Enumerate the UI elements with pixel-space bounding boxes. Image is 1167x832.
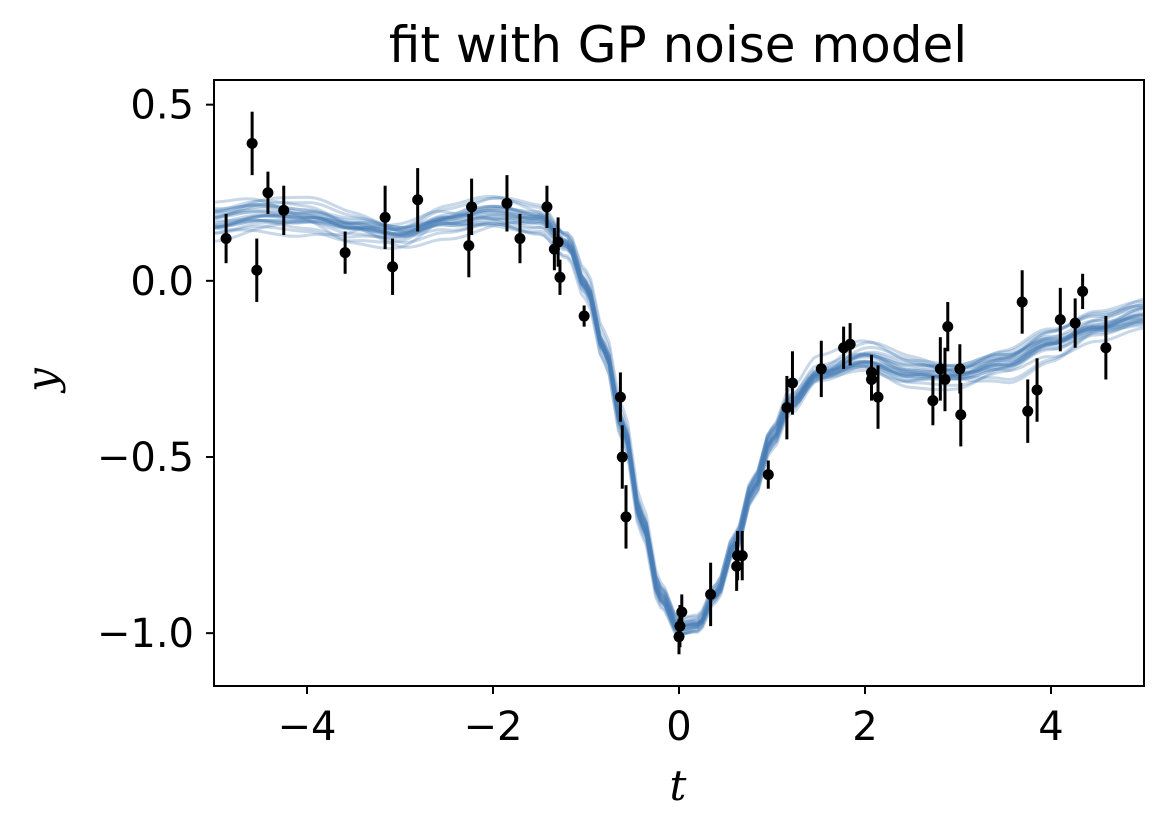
gp-sample-line <box>214 210 1144 620</box>
data-point <box>246 137 258 149</box>
data-point <box>934 363 946 375</box>
gp-sample-line <box>214 209 1144 620</box>
data-point <box>954 363 966 375</box>
gp-sample-line <box>214 195 1144 626</box>
x-tick-label: 2 <box>852 704 877 750</box>
gp-sample-line <box>214 201 1144 636</box>
data-point <box>1016 296 1028 308</box>
gp-sample-line <box>214 210 1144 637</box>
data-point <box>1031 384 1043 396</box>
data-point <box>1054 314 1066 326</box>
gp-sample-line <box>214 216 1144 629</box>
x-axis-label: t <box>670 761 687 810</box>
data-point <box>781 402 793 414</box>
data-point <box>939 373 951 385</box>
gp-sample-line <box>214 208 1144 630</box>
gp-sample-line <box>214 205 1144 633</box>
data-point <box>1069 317 1081 329</box>
y-tick-label: 0.5 <box>130 83 194 129</box>
gp-sample-line <box>214 204 1144 629</box>
data-point <box>466 201 478 213</box>
y-tick-label: 0.0 <box>130 259 194 305</box>
data-point <box>620 511 632 523</box>
data-point <box>339 247 351 259</box>
data-point <box>387 261 399 273</box>
y-axis-label: y <box>17 367 66 394</box>
data-point <box>872 391 884 403</box>
data-point <box>942 321 954 333</box>
data-point <box>844 338 856 350</box>
gp-sample-line <box>214 216 1144 626</box>
x-tick-label: 4 <box>1038 704 1063 750</box>
gp-sample-line <box>214 213 1144 628</box>
data-point <box>552 236 564 248</box>
data-point <box>705 588 717 600</box>
data-point <box>501 197 513 209</box>
observations <box>220 111 1112 655</box>
y-tick-label: −0.5 <box>97 435 194 481</box>
data-point <box>762 469 774 481</box>
data-point <box>554 271 566 283</box>
x-tick-label: −2 <box>464 704 523 750</box>
gp-sample-line <box>214 202 1144 636</box>
gp-sample-curves <box>214 194 1144 637</box>
gp-sample-line <box>214 213 1144 626</box>
gp-sample-line <box>214 194 1144 637</box>
data-point <box>514 233 526 245</box>
data-point <box>815 363 827 375</box>
data-point <box>786 377 798 389</box>
data-point <box>614 391 626 403</box>
x-axis: −4 −2 0 2 4 <box>278 686 1064 750</box>
chart-title: fit with GP noise model <box>389 16 967 74</box>
data-point <box>578 310 590 322</box>
data-point <box>616 451 628 463</box>
y-tick-label: −1.0 <box>97 611 194 657</box>
data-point <box>412 194 424 206</box>
data-point <box>676 606 688 618</box>
data-point <box>1077 285 1089 297</box>
data-point <box>736 550 748 562</box>
y-axis: 0.5 0.0 −0.5 −1.0 <box>97 83 214 657</box>
data-point <box>251 264 263 276</box>
gp-sample-line <box>214 199 1144 624</box>
gp-sample-line <box>214 219 1144 628</box>
data-point <box>955 409 967 421</box>
gp-sample-line <box>214 208 1144 628</box>
x-tick-label: −4 <box>278 704 337 750</box>
gp-sample-line <box>214 210 1144 624</box>
gp-sample-line <box>214 204 1144 631</box>
data-point <box>262 187 274 199</box>
data-point <box>866 373 878 385</box>
gp-sample-line <box>214 204 1144 632</box>
data-point <box>379 211 391 223</box>
data-point <box>927 395 939 407</box>
data-point <box>1022 405 1034 417</box>
gp-sample-line <box>214 205 1144 632</box>
gp-sample-line <box>214 196 1144 636</box>
data-point <box>220 233 232 245</box>
data-point <box>463 240 475 252</box>
gp-sample-line <box>214 196 1144 634</box>
data-point <box>278 204 290 216</box>
data-point <box>1100 342 1112 354</box>
gp-sample-line <box>214 203 1144 628</box>
data-point <box>674 620 686 632</box>
x-tick-label: 0 <box>666 704 691 750</box>
data-point <box>541 201 553 213</box>
